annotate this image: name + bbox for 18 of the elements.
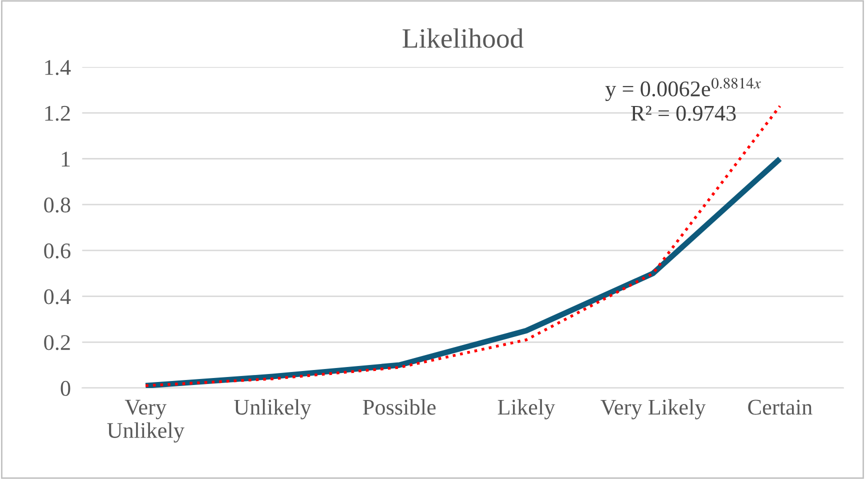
y-tick-label: 0.8	[44, 198, 70, 213]
y-tick-label: 0	[60, 380, 70, 396]
y-tick-label: 0.2	[44, 335, 70, 350]
line-series	[144, 104, 782, 388]
annotation: R² = 0.9743	[631, 106, 736, 121]
x-tick-label: Unlikely	[234, 399, 312, 420]
y-tick-label: 0.6	[44, 243, 70, 258]
y-tick-label: 1	[62, 152, 70, 166]
annotation: y = 0.0062e$^{0.8814x}$	[605, 78, 761, 102]
x-tick-label: Likely	[498, 399, 556, 420]
y-tick-label: 1.4	[45, 60, 71, 76]
x-tick-label: Possible	[362, 399, 436, 415]
y-tick-label: 0.4	[44, 289, 71, 304]
chart-title: Likelihood	[402, 28, 524, 48]
x-tick-label: Very Unlikely	[107, 400, 184, 443]
x-tick-label: Very Likely	[600, 399, 706, 420]
x-tick-label: Certain	[748, 400, 812, 415]
y-tick-label: 1.2	[45, 106, 70, 121]
